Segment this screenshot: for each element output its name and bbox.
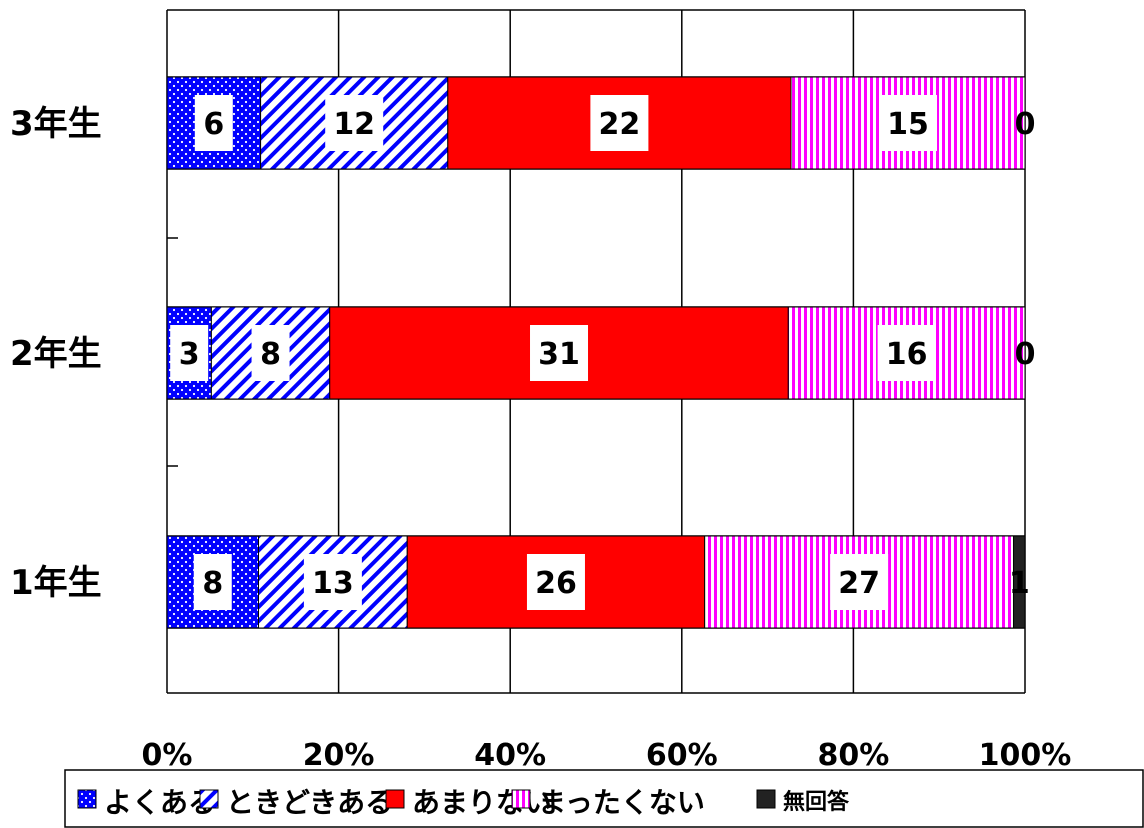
data-label-background — [303, 554, 362, 610]
data-label-background — [879, 95, 937, 151]
data-label-background — [193, 554, 232, 610]
data-label: 12 — [333, 107, 375, 142]
x-tick-labels: 0% 20% 40% 60% 80% 100% — [142, 738, 1072, 773]
data-label-background — [170, 325, 209, 381]
legend-label: ときどきある — [226, 786, 393, 819]
data-label-background — [877, 325, 936, 381]
legend-swatch — [77, 789, 97, 809]
legend-swatch — [199, 789, 219, 809]
legend-box — [64, 769, 1144, 828]
data-label: 27 — [838, 566, 880, 601]
bar-segment — [1013, 535, 1026, 629]
data-label: 26 — [535, 566, 577, 601]
x-tick-label: 60% — [646, 738, 718, 773]
x-tick-label: 80% — [817, 738, 889, 773]
data-label: 22 — [599, 107, 641, 142]
data-label-background — [194, 95, 233, 151]
legend-swatch — [756, 789, 776, 809]
data-label: 3 — [179, 337, 200, 372]
data-label: 8 — [202, 566, 223, 601]
data-label: 15 — [887, 107, 929, 142]
x-tick-label: 20% — [303, 738, 375, 773]
data-label: 6 — [203, 107, 224, 142]
x-tick-label: 100% — [979, 738, 1072, 773]
legend-swatch — [385, 789, 405, 809]
category-label: 1年生 — [10, 563, 102, 603]
legend-label: あまりない — [412, 786, 552, 819]
data-label-background — [590, 95, 649, 151]
bars: 6 12 22 15 0 3 8 31 16 0 8 13 26 27 1 — [166, 76, 1036, 629]
category-labels: 3年生 2年生 1年生 — [10, 104, 102, 603]
category-label: 3年生 — [10, 104, 102, 144]
data-label-background — [526, 554, 585, 610]
x-tick-label: 0% — [142, 738, 193, 773]
data-label-background — [830, 554, 889, 610]
x-tick-label: 40% — [474, 738, 546, 773]
legend-label: よくある — [104, 786, 216, 819]
data-label-background — [530, 325, 589, 381]
data-label: 8 — [260, 337, 281, 372]
data-label-background — [251, 325, 290, 381]
legend-label: 無回答 — [783, 789, 850, 815]
data-label: 0 — [1015, 337, 1036, 372]
data-label: 1 — [1009, 566, 1030, 601]
data-label: 0 — [1015, 107, 1036, 142]
data-label: 13 — [312, 566, 354, 601]
legend-label: まったくない — [538, 786, 705, 819]
data-label: 16 — [886, 337, 928, 372]
data-label-background — [325, 95, 384, 151]
legend-swatch — [511, 789, 531, 809]
category-label: 2年生 — [10, 334, 102, 374]
data-label: 31 — [538, 337, 580, 372]
